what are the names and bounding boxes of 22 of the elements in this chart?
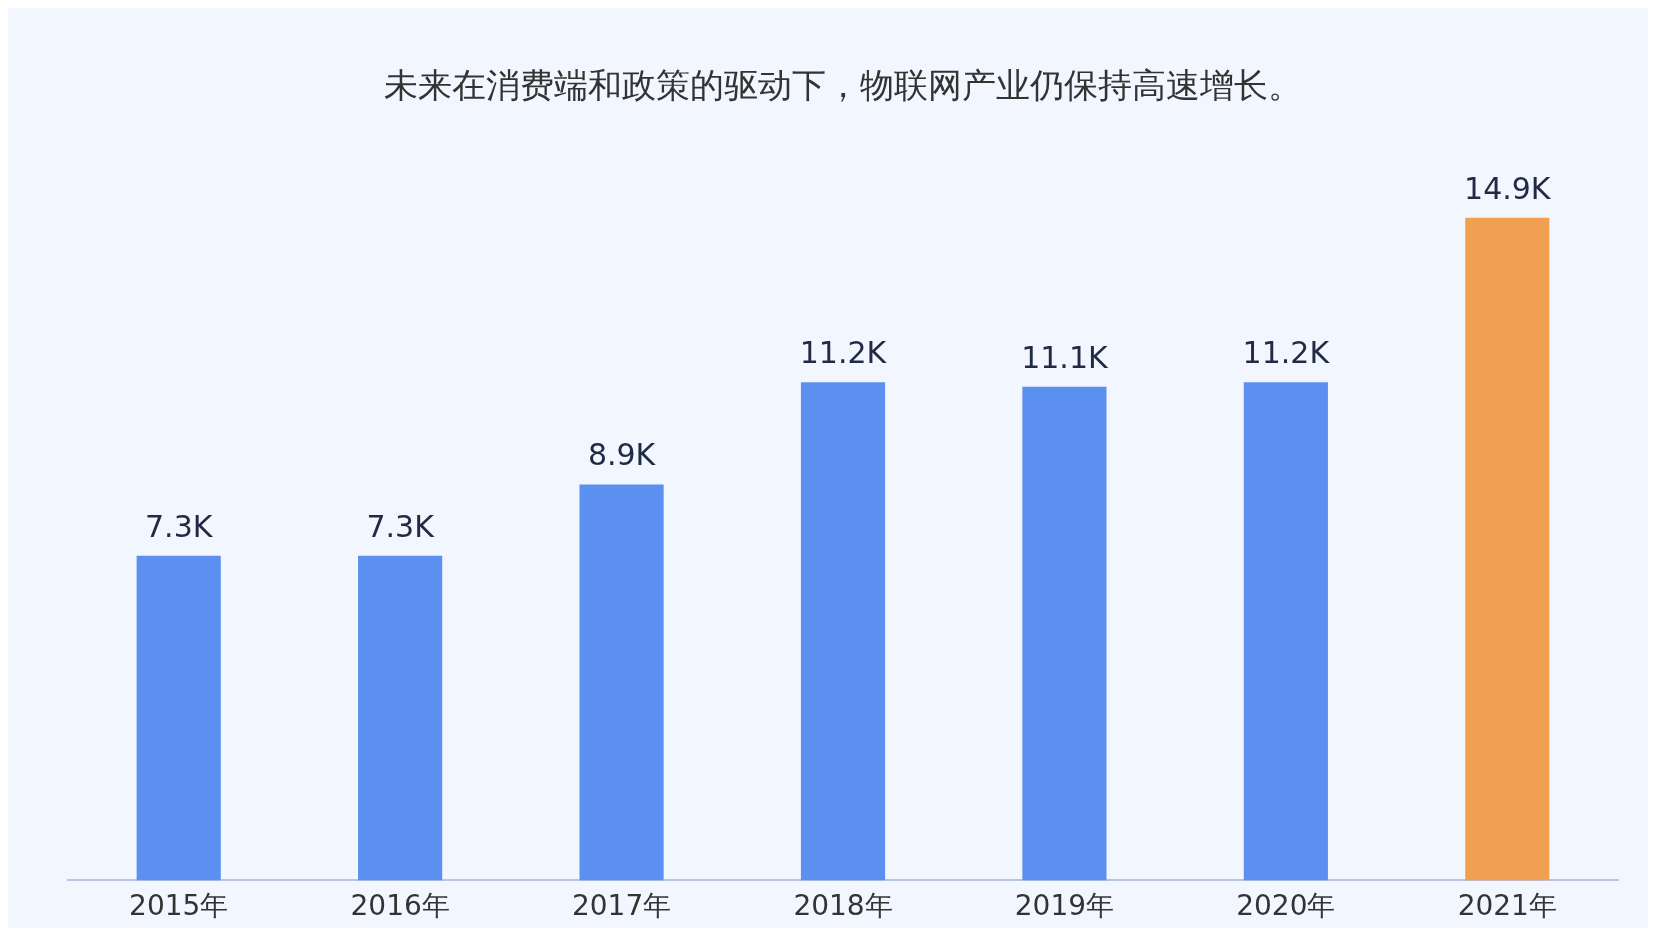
x-tick-label: 2020年 (1236, 889, 1336, 923)
x-tick-label: 2015年 (129, 889, 229, 923)
bar (1022, 386, 1107, 881)
bar (1243, 382, 1328, 881)
x-tick-label: 2016年 (350, 889, 450, 923)
bar (579, 484, 664, 881)
bar (358, 555, 443, 881)
x-tick-label: 2021年 (1457, 889, 1557, 923)
data-label: 7.3K (145, 508, 214, 544)
data-label: 11.2K (1242, 335, 1331, 371)
chart-title: 未来在消费端和政策的驱动下，物联网产业仍保持高速增长。 (384, 65, 1302, 106)
data-label: 11.2K (799, 335, 888, 371)
data-label: 7.3K (366, 508, 436, 544)
x-tick-label: 2018年 (793, 889, 893, 923)
x-tick-label: 2017年 (571, 889, 672, 923)
data-label: 11.1K (1021, 339, 1109, 375)
bar (800, 382, 886, 881)
x-tick-label: 2019年 (1014, 889, 1115, 923)
bar (1465, 217, 1550, 881)
bar (136, 555, 221, 881)
data-label: 14.9K (1464, 170, 1552, 206)
data-label: 8.9K (587, 437, 657, 473)
